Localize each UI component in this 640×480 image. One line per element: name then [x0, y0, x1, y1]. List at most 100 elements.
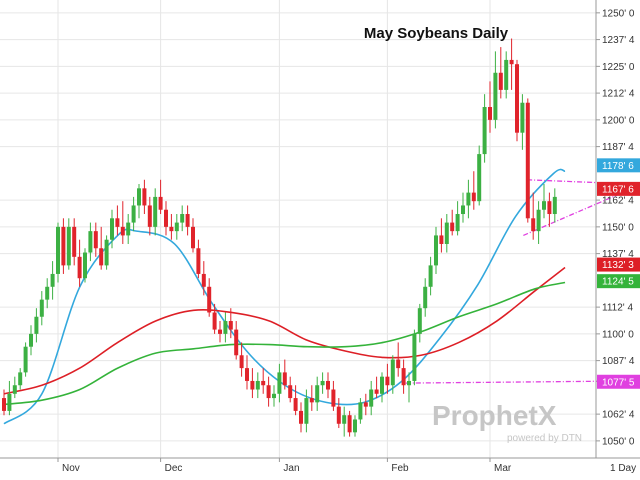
candle-body — [288, 385, 293, 399]
candle-body — [228, 321, 233, 330]
candle — [34, 308, 39, 343]
candle-body — [196, 248, 201, 274]
value-badge: 1124' 5 — [597, 274, 640, 289]
candle — [482, 94, 487, 163]
candle-body — [212, 312, 217, 330]
candle-body — [137, 188, 141, 206]
candle — [218, 321, 222, 343]
candle — [504, 51, 509, 99]
candle-body — [353, 419, 357, 433]
value-badge-bg — [597, 181, 640, 196]
candle — [342, 406, 347, 437]
candle-body — [509, 59, 514, 65]
candle — [99, 226, 104, 270]
y-tick-label: 1050' 0 — [602, 436, 635, 447]
candle-body — [282, 372, 287, 386]
candle-body — [304, 398, 309, 424]
candle-body — [66, 226, 71, 266]
candle — [380, 372, 384, 403]
candle-body — [169, 226, 174, 232]
candle — [428, 256, 433, 296]
candle-body — [104, 239, 109, 266]
candle-body — [471, 192, 476, 202]
candle — [126, 214, 131, 244]
y-tick-label: 1250' 0 — [602, 8, 635, 19]
y-tick-label: 1162' 4 — [602, 196, 634, 207]
candle-body — [110, 218, 114, 240]
candle-body — [326, 380, 330, 390]
candle-body — [374, 389, 379, 394]
candle-body — [12, 385, 17, 394]
candle-body — [520, 102, 525, 133]
candle — [401, 359, 406, 394]
candle-body — [99, 248, 104, 266]
candle — [153, 188, 158, 236]
candle-body — [461, 205, 465, 215]
candle-body — [50, 273, 55, 287]
candle-body — [126, 222, 131, 236]
candle-body — [315, 385, 320, 403]
candle — [515, 59, 519, 142]
candle-body — [401, 368, 406, 386]
candle — [542, 184, 546, 219]
candle-body — [174, 222, 179, 232]
candle-body — [245, 368, 249, 381]
candle — [455, 201, 460, 236]
candle — [201, 261, 206, 296]
candle — [255, 372, 260, 399]
candle-body — [39, 299, 44, 317]
y-tick-label: 1237' 4 — [602, 35, 635, 46]
candle-body — [363, 402, 368, 407]
candle — [520, 94, 525, 150]
candle-body — [239, 355, 244, 369]
candle — [164, 201, 168, 236]
candle-body — [180, 214, 185, 223]
candle-body — [342, 415, 347, 424]
candle — [234, 321, 239, 360]
interval-label[interactable]: 1 Day — [610, 463, 636, 474]
candle-body — [434, 235, 438, 266]
y-tick-label: 1100' 0 — [602, 329, 634, 340]
candle — [196, 239, 201, 279]
candle-body — [417, 308, 422, 334]
y-tick-label: 1112' 4 — [602, 303, 633, 314]
candle — [239, 342, 244, 377]
candle-body — [428, 265, 433, 287]
candle-body — [255, 380, 260, 390]
candle — [110, 209, 114, 249]
candle-body — [29, 333, 33, 347]
candle-body — [493, 72, 498, 120]
candle — [293, 385, 298, 416]
candle — [353, 415, 357, 437]
candle-body — [444, 222, 449, 244]
value-badge-label: 1167' 6 — [602, 184, 634, 195]
candle-body — [158, 196, 163, 210]
candle — [207, 278, 212, 317]
candle — [115, 205, 120, 236]
candle — [50, 261, 55, 300]
candle-body — [466, 192, 471, 206]
candle-body — [234, 329, 239, 356]
candle-body — [120, 226, 125, 236]
candle-body — [488, 107, 492, 120]
candles — [2, 38, 557, 437]
candle-body — [412, 333, 417, 381]
candle — [223, 312, 228, 343]
candle — [309, 385, 314, 411]
candle-body — [7, 393, 12, 411]
candle — [228, 308, 233, 339]
candle — [120, 201, 125, 244]
y-tick-label: 1137' 4 — [602, 249, 634, 260]
value-badge-label: 1077' 5 — [602, 377, 635, 388]
candle — [488, 81, 492, 133]
candle — [88, 222, 93, 262]
candle — [434, 226, 438, 274]
candle-body — [358, 402, 363, 420]
candle-body — [439, 235, 444, 244]
watermark-brand: ProphetX — [432, 400, 557, 431]
candle-body — [385, 376, 390, 386]
candle — [18, 368, 23, 390]
candle-body — [336, 406, 341, 424]
candle-body — [207, 286, 212, 313]
